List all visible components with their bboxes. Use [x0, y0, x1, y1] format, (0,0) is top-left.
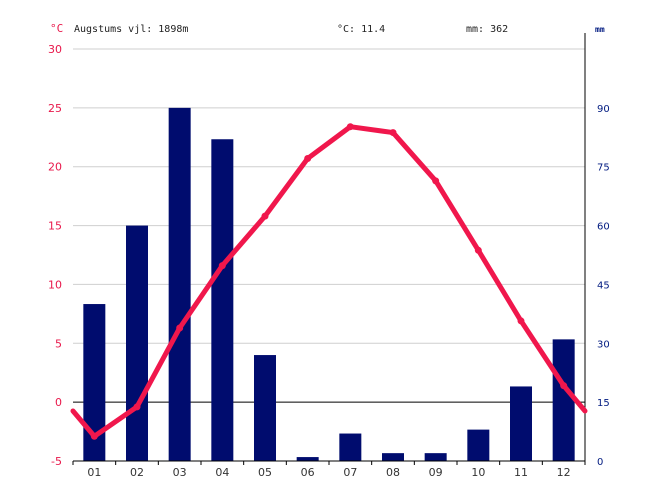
- temp-point-06: [304, 154, 312, 162]
- temp-point-03: [176, 324, 184, 332]
- month-label: 10: [471, 466, 485, 479]
- month-label: 05: [258, 466, 272, 479]
- left-tick-label: 20: [48, 161, 62, 174]
- precip-bar-02: [126, 225, 148, 461]
- temp-point-11: [517, 317, 525, 325]
- right-tick-label: 60: [597, 222, 610, 233]
- precip-bar-10: [467, 429, 490, 461]
- left-tick-label: 10: [48, 278, 62, 291]
- month-label: 09: [429, 466, 443, 479]
- mean-temp-label: °C: 11.4: [337, 24, 385, 35]
- right-tick-label: 30: [597, 339, 610, 350]
- precip-bar-11: [510, 386, 532, 461]
- precip-bar-07: [339, 433, 362, 461]
- right-unit-label: mm: [595, 25, 605, 34]
- month-label: 11: [514, 466, 528, 479]
- month-label: 07: [343, 466, 357, 479]
- month-label: 02: [130, 466, 144, 479]
- right-tick-label: 75: [597, 163, 610, 174]
- precip-bar-01: [83, 304, 106, 461]
- precip-bar-04: [211, 139, 234, 461]
- precip-bar-12: [552, 339, 575, 461]
- left-tick-label: 5: [55, 337, 62, 350]
- temp-point-04: [218, 262, 226, 270]
- temperature-line: [70, 124, 588, 439]
- precip-bar-05: [254, 355, 276, 461]
- altitude-label: Augstums vjl: 1898m: [74, 24, 188, 35]
- right-tick-label: 15: [597, 398, 610, 409]
- temp-point-05: [261, 212, 269, 220]
- precip-bar-06: [296, 457, 319, 461]
- left-tick-label: 25: [48, 102, 62, 115]
- temp-point-08: [389, 129, 397, 137]
- left-tick-label: -5: [51, 455, 62, 468]
- right-tick-label: 90: [597, 104, 610, 115]
- temp-point-09: [432, 177, 440, 185]
- temp-point-02: [133, 403, 141, 411]
- right-tick-label: 45: [597, 280, 610, 291]
- right-tick-label: 0: [597, 457, 603, 468]
- month-label: 01: [87, 466, 101, 479]
- left-tick-label: 15: [48, 220, 62, 233]
- temp-point-07: [346, 123, 354, 131]
- month-label: 08: [386, 466, 400, 479]
- temp-point-01: [90, 432, 98, 440]
- temp-point-10: [474, 246, 482, 254]
- total-precip-label: mm: 362: [466, 24, 508, 35]
- month-label: 12: [557, 466, 571, 479]
- precip-bar-09: [424, 453, 447, 461]
- precip-bar-03: [168, 107, 191, 461]
- left-tick-label: 0: [55, 396, 62, 409]
- temp-point-12: [560, 382, 568, 390]
- precip-bar-08: [382, 453, 404, 461]
- left-unit-label: °C: [50, 22, 63, 35]
- month-label: 03: [173, 466, 187, 479]
- month-label: 04: [215, 466, 229, 479]
- month-label: 06: [301, 466, 315, 479]
- left-tick-label: 30: [48, 43, 62, 56]
